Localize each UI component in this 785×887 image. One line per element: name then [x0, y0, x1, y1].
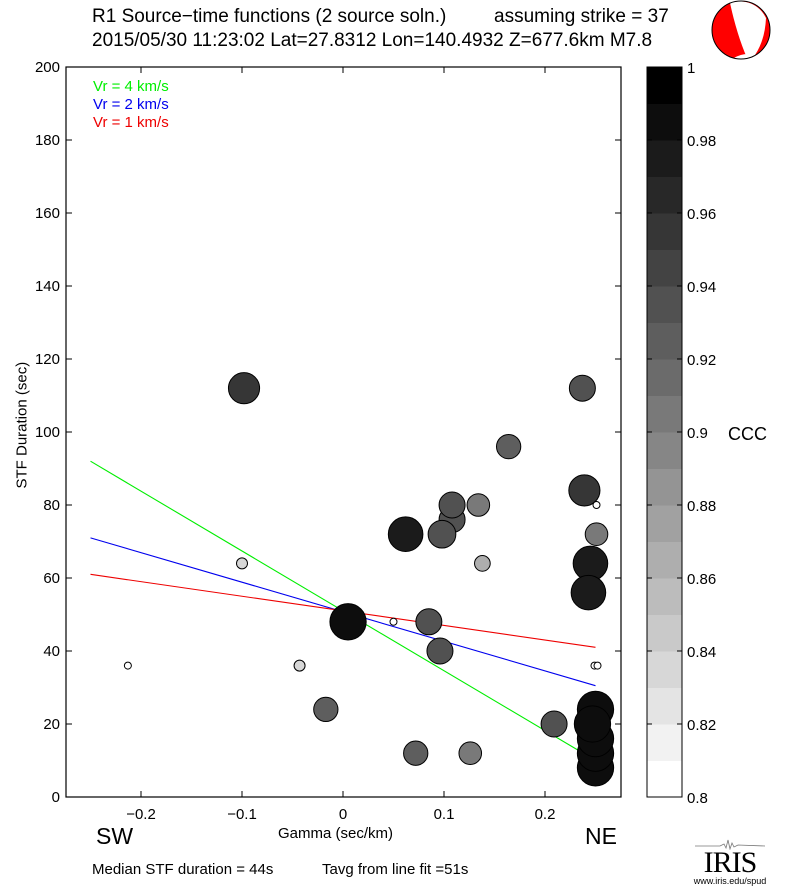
y-tick-label: 200 [35, 59, 60, 76]
data-point [123, 661, 132, 670]
strike-label: assuming strike = 37 [494, 6, 669, 27]
beachball-white-sliver [734, 54, 755, 59]
legend-entry: Vr = 1 km/s [93, 114, 169, 131]
data-point [593, 661, 602, 670]
y-tick-label: 100 [35, 424, 60, 441]
colorbar-level [647, 103, 682, 141]
data-point [584, 522, 609, 546]
colorbar-tick-label: 0.96 [687, 206, 716, 223]
iris-logo-word: IRIS [703, 846, 758, 879]
colorbar-tick-label: 1 [687, 60, 695, 77]
data-point [293, 659, 306, 672]
y-tick-label: 20 [43, 716, 60, 733]
x-axis-label: Gamma (sec/km) [278, 825, 394, 842]
colorbar-tick-label: 0.8 [687, 790, 708, 807]
colorbar-level [647, 395, 682, 433]
colorbar-level [647, 213, 682, 250]
colorbar-level [647, 286, 682, 323]
colorbar-tick-label: 0.88 [687, 498, 716, 515]
data-point [236, 557, 248, 570]
colorbar-tick-label: 0.94 [687, 279, 716, 296]
colorbar-level [647, 322, 682, 360]
y-tick-label: 140 [35, 278, 60, 295]
y-tick-label: 80 [43, 497, 60, 514]
y-axis-label: STF Duration (sec) [13, 361, 31, 489]
iris-logo[interactable]: IRIS www.iris.edu/spud [690, 838, 770, 886]
plot-frame [65, 66, 622, 798]
data-point [329, 603, 367, 641]
data-point [387, 516, 424, 552]
colorbar-level [647, 67, 682, 104]
sw-direction-label: SW [96, 823, 134, 849]
data-point [570, 574, 607, 611]
x-tick-label: −0.2 [126, 806, 156, 823]
x-tick-label: 0.1 [434, 806, 455, 823]
beachball-outline [711, 0, 771, 60]
y-tick-label: 0 [52, 789, 60, 806]
data-point [427, 519, 457, 549]
data-point [466, 493, 491, 517]
colorbar-level [647, 468, 682, 506]
colorbar-level [647, 687, 682, 725]
colorbar-level [647, 578, 682, 615]
colorbar-level [647, 614, 682, 652]
y-tick-label: 120 [35, 351, 60, 368]
y-tick-label: 60 [43, 570, 60, 587]
y-tick-label: 180 [35, 132, 60, 149]
data-point [403, 740, 429, 766]
iris-url[interactable]: www.iris.edu/spud [693, 876, 767, 886]
chart-title: R1 Source−time functions (2 source soln.… [92, 6, 447, 27]
ne-direction-label: NE [585, 823, 617, 849]
data-point [389, 617, 398, 626]
data-point [438, 491, 466, 519]
data-point [568, 474, 601, 507]
data-point [474, 555, 491, 572]
colorbar-level [647, 140, 682, 177]
colorbar-level [647, 541, 682, 579]
colorbar-level [647, 359, 682, 396]
beachball-white-quadrant [730, 1, 766, 58]
colorbar-label: CCC [728, 424, 767, 444]
colorbar-tick-label: 0.9 [687, 425, 708, 442]
colorbar-level [647, 760, 682, 798]
data-point [227, 372, 261, 405]
legend-entry: Vr = 2 km/s [93, 96, 169, 113]
data-point [458, 741, 483, 765]
colorbar-level [647, 176, 682, 214]
data-points [123, 372, 615, 787]
event-info: 2015/05/30 11:23:02 Lat=27.8312 Lon=140.… [92, 30, 653, 51]
colorbar-level [647, 249, 682, 287]
colorbar-level [647, 505, 682, 542]
x-tick-label: −0.1 [227, 806, 257, 823]
data-point [313, 696, 339, 723]
data-point [495, 433, 522, 460]
data-point [573, 705, 612, 743]
data-point [415, 608, 443, 636]
median-duration: Median STF duration = 44s [92, 861, 274, 878]
legend-entry: Vr = 4 km/s [93, 78, 169, 95]
tavg-line-fit: Tavg from line fit =51s [322, 861, 469, 878]
x-tick-label: 0.2 [535, 806, 556, 823]
colorbar-tick-label: 0.98 [687, 133, 716, 150]
colorbar-level [647, 724, 682, 761]
beachball-icon [711, 0, 771, 60]
colorbar-tick-label: 0.84 [687, 644, 716, 661]
colorbar-tick-label: 0.86 [687, 571, 716, 588]
data-point [568, 374, 596, 402]
colorbar-level [647, 432, 682, 469]
colorbar-tick-label: 0.82 [687, 717, 716, 734]
colorbar-level [647, 651, 682, 688]
axes: −0.2 −0.1 0 0.1 0.2 0 20 40 60 80 100 120 140 160 180 2… [35, 59, 622, 823]
colorbar-tick-label: 0.92 [687, 352, 716, 369]
y-tick-label: 160 [35, 205, 60, 222]
data-point [592, 501, 601, 509]
colorbar: 0.8 0.82 0.84 0.86 0.88 0.9 0.92 0.94 0.96 0.98 1 [646, 60, 716, 807]
x-tick-label: 0 [339, 806, 347, 823]
data-point [426, 637, 454, 665]
y-tick-label: 40 [43, 643, 60, 660]
data-point [540, 710, 568, 738]
seismogram-icon [695, 839, 766, 850]
